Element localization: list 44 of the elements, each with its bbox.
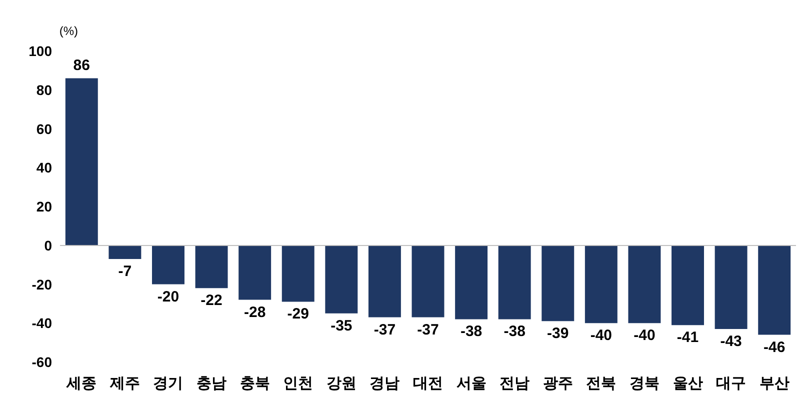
data-label: -7 <box>118 262 132 280</box>
x-tick-label: 제주 <box>108 375 140 392</box>
x-tick-label: 부산 <box>759 375 790 392</box>
data-label: -38 <box>504 323 526 340</box>
data-label: -39 <box>547 325 569 342</box>
y-tick-label: 100 <box>28 43 52 59</box>
data-label: -20 <box>157 288 180 306</box>
x-tick-label: 경남 <box>370 375 400 392</box>
data-label: -28 <box>244 304 266 321</box>
x-tick-label: 강원 <box>326 375 356 392</box>
data-label: -37 <box>417 321 439 338</box>
y-tick-label: 60 <box>36 120 52 137</box>
x-tick-label: 세종 <box>66 375 97 392</box>
data-label: 86 <box>73 57 90 74</box>
data-label: -29 <box>287 306 309 323</box>
x-tick-label: 대구 <box>716 375 746 392</box>
x-tick-label: 전북 <box>586 375 616 392</box>
y-tick-label: 40 <box>36 160 52 176</box>
x-tick-label: 인천 <box>283 375 314 392</box>
data-label: -22 <box>200 292 222 310</box>
x-tick-label: 광주 <box>542 375 573 392</box>
data-label: -46 <box>764 338 786 356</box>
data-label: -35 <box>330 317 352 334</box>
x-tick-label: 울산 <box>672 375 703 392</box>
data-label: -41 <box>676 329 699 346</box>
y-tick-label: -60 <box>32 354 52 370</box>
data-label: -37 <box>374 321 396 338</box>
y-tick-label: -40 <box>32 315 52 332</box>
x-tick-label: 경기 <box>153 375 184 392</box>
y-axis-title: (%) <box>59 24 78 38</box>
y-tick-label: 0 <box>44 237 52 254</box>
x-tick-label: 대전 <box>413 375 443 392</box>
x-tick-label: 전남 <box>500 375 530 392</box>
y-tick-label: -20 <box>32 276 52 292</box>
y-tick-label: 20 <box>36 198 52 214</box>
y-tick-label: 80 <box>36 82 52 98</box>
data-label: -43 <box>720 332 742 350</box>
x-tick-label: 경북 <box>629 375 660 392</box>
x-tick-label: 충남 <box>196 375 227 392</box>
x-tick-label: 충북 <box>240 375 270 392</box>
data-label: -40 <box>590 327 612 344</box>
x-tick-label: 서울 <box>456 375 486 392</box>
data-label: -38 <box>460 323 482 340</box>
data-label: -40 <box>634 327 656 344</box>
